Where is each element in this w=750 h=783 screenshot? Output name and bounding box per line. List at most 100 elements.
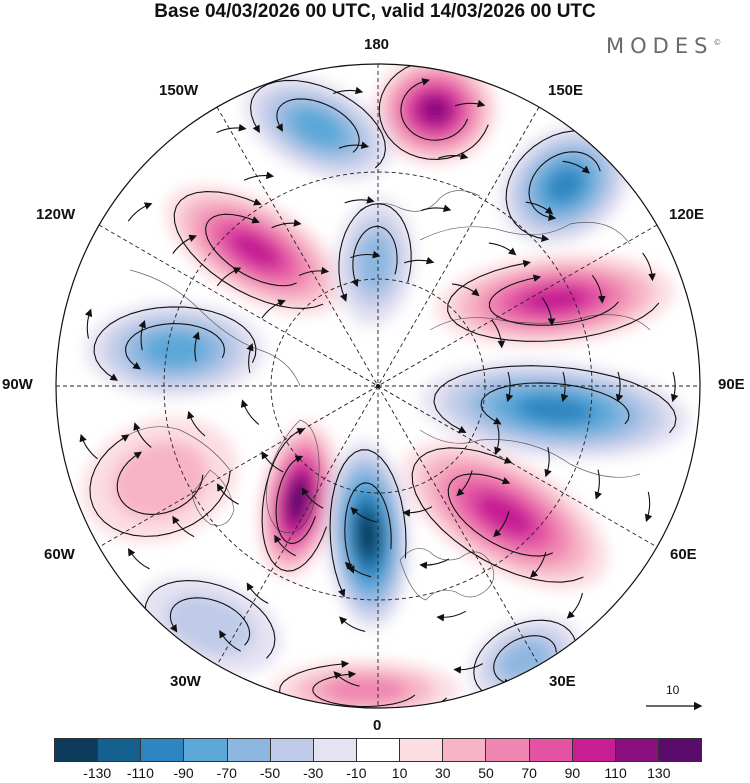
flow-arrow xyxy=(138,320,146,351)
flow-arrow xyxy=(127,548,150,570)
reference-vector-value: 10 xyxy=(666,683,680,697)
flow-arrow xyxy=(562,160,590,174)
streamline-positive-60w xyxy=(89,434,231,537)
lon-label-90e: 90E xyxy=(718,376,745,393)
flow-arrow xyxy=(402,506,433,517)
flow-arrow xyxy=(350,507,377,523)
flow-arrow xyxy=(615,371,624,403)
flow-arrow xyxy=(493,511,510,538)
flow-arrow xyxy=(488,242,517,256)
flow-arrow xyxy=(187,410,206,437)
colorbar-swatch xyxy=(313,739,357,761)
colorbar-swatch xyxy=(486,739,530,761)
lon-label-30e: 30E xyxy=(549,673,576,690)
flow-arrow xyxy=(274,534,296,557)
anomaly-lobe-positive-180 xyxy=(419,96,451,124)
colorbar-tick-label: 70 xyxy=(521,765,537,781)
anomaly-lobe-positive-60e xyxy=(475,493,535,537)
streamline-negative-150w xyxy=(275,98,360,153)
streamline-negative-150e xyxy=(528,151,601,221)
flow-arrow xyxy=(216,123,247,134)
flow-arrow xyxy=(339,616,366,632)
flow-arrow xyxy=(298,266,330,276)
flow-arrow xyxy=(79,433,98,460)
lon-label-180: 180 xyxy=(364,36,390,53)
streamline-negative-0 xyxy=(329,449,407,598)
flow-arrow xyxy=(566,592,584,619)
streamline-negative-165w xyxy=(338,203,412,302)
streamline-negative-165w xyxy=(351,225,398,288)
anomaly-lobe-negative-90w xyxy=(143,333,207,367)
north-pole xyxy=(376,384,380,388)
flow-arrow xyxy=(338,141,370,149)
flow-arrow xyxy=(246,342,254,374)
colorbar-swatch xyxy=(141,739,185,761)
streamlines xyxy=(79,64,679,708)
flow-arrow xyxy=(438,152,469,160)
colorbar-tick-label: -70 xyxy=(216,765,237,781)
streamline-negative-30e-outer xyxy=(473,619,577,702)
lon-label-120e: 120E xyxy=(669,206,705,223)
streamline-negative-30w-outer xyxy=(144,579,276,659)
colorbar-swatch xyxy=(98,739,142,761)
colorbar-swatch xyxy=(55,739,99,761)
colorbar-tick-label: 50 xyxy=(478,765,494,781)
streamline-positive-120w xyxy=(205,213,297,287)
anomaly-lobe-negative-0 xyxy=(359,515,377,555)
flow-arrow xyxy=(240,399,260,425)
streamline-negative-0 xyxy=(344,482,392,574)
anomaly-lobe-positive-0-outer xyxy=(322,676,408,704)
flow-arrow xyxy=(591,274,606,304)
streamline-positive-120e xyxy=(488,274,619,326)
anomaly-lobe-negative-30w-outer xyxy=(165,594,255,656)
flow-arrow xyxy=(301,487,324,509)
colorbar-tick-label: -130 xyxy=(83,765,112,781)
flow-arrow xyxy=(421,204,452,212)
flow-arrow xyxy=(344,196,375,204)
colorbar-swatch xyxy=(270,739,314,761)
flow-arrow xyxy=(544,447,552,478)
flow-arrow xyxy=(333,86,364,95)
flow-arrow xyxy=(219,629,241,652)
lon-label-150w: 150W xyxy=(159,82,199,99)
flow-arrow xyxy=(455,99,486,108)
map-title: Base 04/03/2026 00 UTC, valid 14/03/2026… xyxy=(154,1,596,22)
streamline-positive-30w-inner xyxy=(275,455,316,545)
streamline-positive-60w xyxy=(116,451,204,516)
coastline-greenland xyxy=(266,419,320,533)
lon-label-60w: 60W xyxy=(44,546,75,563)
anomaly-lobe-negative-150e xyxy=(546,167,584,203)
colorbar xyxy=(54,738,702,762)
colorbar-tick-label: -30 xyxy=(303,765,324,781)
flow-arrow xyxy=(456,470,473,497)
flow-arrow xyxy=(172,234,197,254)
colorbar-tick-label: -90 xyxy=(173,765,194,781)
flow-arrow xyxy=(644,491,653,523)
flow-arrow xyxy=(529,552,547,578)
colorbar-tick-label: 110 xyxy=(604,765,627,781)
flow-arrow xyxy=(350,250,381,259)
colorbar-tick-label: -110 xyxy=(126,765,154,781)
anomaly-lobe-negative-165w xyxy=(357,233,393,291)
flow-arrow xyxy=(560,371,569,403)
streamline-positive-0-outer xyxy=(312,670,416,708)
colorbar-swatch xyxy=(356,739,401,761)
lon-label-30w: 30W xyxy=(170,673,201,690)
anomaly-lobe-negative-90e xyxy=(516,395,594,425)
colorbar-tick-label: -10 xyxy=(346,765,367,781)
flow-arrow xyxy=(642,252,656,282)
streamline-positive-180 xyxy=(378,64,489,160)
lon-label-0: 0 xyxy=(373,717,382,734)
flow-arrow xyxy=(261,451,284,473)
colorbar-tick-label: 30 xyxy=(435,765,451,781)
streamline-negative-30w-outer xyxy=(169,597,251,646)
colorbar-swatch xyxy=(443,739,487,761)
flow-arrow xyxy=(404,256,435,265)
anomaly-lobe-positive-60w xyxy=(112,441,208,519)
flow-arrow xyxy=(594,469,602,500)
streamline-negative-90e xyxy=(480,382,630,425)
flow-arrow xyxy=(419,558,450,570)
flow-arrow xyxy=(84,308,93,339)
flow-arrow xyxy=(670,371,679,403)
streamline-negative-90w xyxy=(93,306,257,381)
